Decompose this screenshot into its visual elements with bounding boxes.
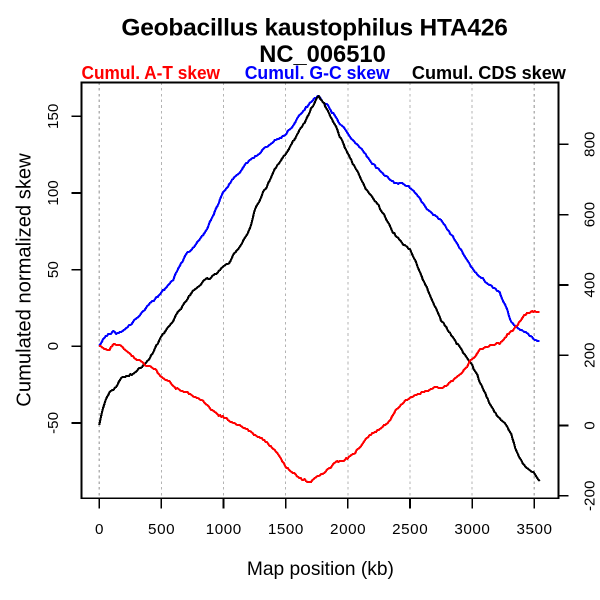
svg-text:-50: -50 xyxy=(45,412,62,434)
svg-text:Cumul. CDS skew: Cumul. CDS skew xyxy=(412,63,567,83)
svg-text:Cumulated normalized skew: Cumulated normalized skew xyxy=(14,153,36,407)
svg-text:100: 100 xyxy=(45,180,62,205)
svg-text:2500: 2500 xyxy=(392,521,428,538)
svg-text:0: 0 xyxy=(582,421,599,429)
svg-text:150: 150 xyxy=(45,104,62,129)
svg-text:Geobacillus kaustophilus HTA42: Geobacillus kaustophilus HTA426 xyxy=(121,15,508,42)
svg-text:800: 800 xyxy=(582,132,599,157)
svg-text:-200: -200 xyxy=(582,481,599,511)
svg-text:0: 0 xyxy=(45,342,62,350)
svg-text:NC_006510: NC_006510 xyxy=(259,41,386,68)
svg-text:3500: 3500 xyxy=(516,521,552,538)
svg-text:50: 50 xyxy=(45,261,62,278)
svg-text:1000: 1000 xyxy=(206,521,242,538)
svg-text:400: 400 xyxy=(582,272,599,297)
svg-text:Cumul. A-T skew: Cumul. A-T skew xyxy=(82,63,221,83)
svg-text:Map position (kb): Map position (kb) xyxy=(247,559,394,580)
svg-text:200: 200 xyxy=(582,343,599,368)
svg-text:1500: 1500 xyxy=(268,521,304,538)
svg-text:500: 500 xyxy=(148,521,175,538)
svg-text:Cumul. G-C skew: Cumul. G-C skew xyxy=(245,63,391,83)
svg-text:0: 0 xyxy=(95,521,103,538)
svg-text:600: 600 xyxy=(582,202,599,227)
svg-text:3000: 3000 xyxy=(454,521,490,538)
svg-text:2000: 2000 xyxy=(330,521,366,538)
